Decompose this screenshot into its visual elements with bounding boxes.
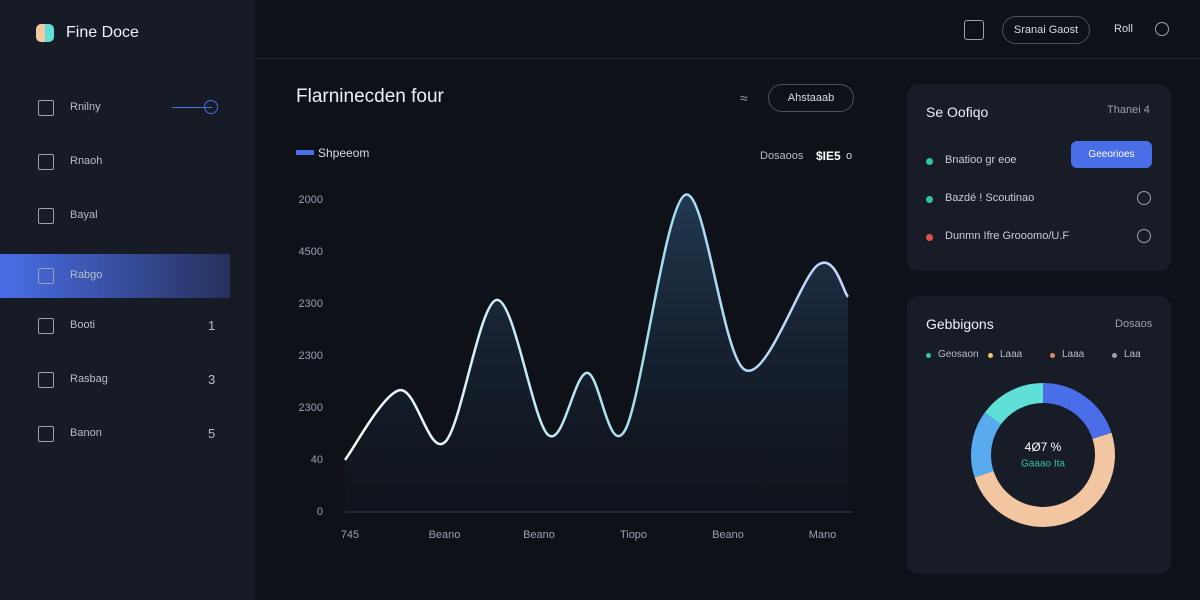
summary-value: $IE5 [816, 149, 841, 163]
sidebar: Fine Doce Rnilny Rnaoh Bayal Rabgo Booti 1 Ras… [0, 0, 255, 600]
nav-item[interactable]: Rnilny [0, 86, 230, 130]
nav-label: Rasbag [70, 373, 108, 385]
legend-dot [1050, 353, 1055, 358]
y-tick-label: 40 [311, 454, 323, 466]
row-label: Bazdé ! Scoutinao [945, 192, 1035, 204]
nav-label: Booti [70, 319, 96, 331]
panel-title: Se Oofiqo [926, 104, 989, 120]
legend-label: Laaa [1000, 349, 1023, 360]
brand: Fine Doce [66, 24, 139, 41]
nav-label: Rnilny [70, 101, 101, 113]
nav-icon [38, 154, 54, 170]
legend-label: Laaa [1062, 349, 1085, 360]
nav-icon [38, 426, 54, 442]
legend-label: Laa [1124, 349, 1141, 360]
legend-label: Shpeeom [318, 146, 370, 160]
x-tick-label: Beano [523, 529, 555, 541]
legend-label: Geosaon [938, 349, 979, 360]
legend-swatch [296, 150, 314, 155]
nav-item[interactable]: Rabgo [0, 254, 230, 298]
nav-label: Banon [70, 427, 102, 439]
x-tick-label: 745 [341, 529, 359, 541]
nav-icon [38, 268, 54, 284]
line [344, 193, 850, 461]
nav-label: Bayal [70, 209, 98, 221]
chart-button[interactable]: Ahstaaab [768, 84, 854, 112]
nav-item[interactable]: Booti 1 [0, 304, 230, 348]
legend-dot [988, 353, 993, 358]
user[interactable]: Roll [1114, 23, 1133, 35]
avatar[interactable] [1155, 22, 1169, 36]
x-tick-label: Tiopo [620, 529, 647, 541]
y-tick-label: 2300 [299, 350, 323, 362]
y-tick-label: 2300 [299, 402, 323, 414]
icon[interactable] [964, 20, 984, 40]
legend-dot [1112, 353, 1117, 358]
nav-icon [38, 318, 54, 334]
row-icon[interactable] [1137, 229, 1151, 243]
legend-dot [926, 353, 931, 358]
line-area [345, 194, 848, 512]
nav-item[interactable]: Rasbag 3 [0, 358, 230, 402]
filter-icon[interactable]: ≈ [740, 90, 748, 106]
panel-aside: Dosaos [1115, 318, 1153, 330]
nav-item[interactable]: Bayal [0, 194, 230, 238]
nav-label: Rabgo [70, 269, 103, 281]
nav-label: Rnaoh [70, 155, 103, 167]
nav-item[interactable]: Rnaoh [0, 140, 230, 184]
row-label: Dunmn Ifre Grooomo/U.F [945, 230, 1070, 242]
status-dot [926, 234, 933, 241]
row-icon[interactable] [1137, 191, 1151, 205]
nav-badge: 5 [208, 426, 216, 441]
nav-icon [38, 372, 54, 388]
x-tick-label: Beano [712, 529, 744, 541]
nav-icon [38, 208, 54, 224]
slider [172, 107, 212, 108]
panel-title: Gebbigons [926, 316, 994, 332]
x-tick-label: Beano [429, 529, 461, 541]
summary-suffix: o [846, 150, 853, 162]
divider [255, 58, 1200, 59]
y-tick-label: 4500 [299, 246, 323, 258]
nav-badge: 3 [208, 372, 216, 387]
panel: Se Oofiqo Thanei 4 Bnatioo gr eoe Geeorio… [907, 84, 1171, 271]
summary-label: Dosaoos [760, 150, 804, 162]
y-tick-label: 2000 [299, 194, 323, 206]
y-tick-label: 0 [317, 506, 323, 518]
panel-aside: Thanei 4 [1107, 104, 1150, 116]
row-button[interactable]: Geeorioes [1071, 141, 1152, 168]
slider-knob[interactable] [204, 100, 218, 114]
header-button[interactable]: Sranai Gaost [1002, 16, 1090, 44]
nav-icon [38, 100, 54, 116]
row-label: Bnatioo gr eoe [945, 154, 1017, 166]
logo [36, 24, 54, 42]
chart-title: Flarninecden four [296, 86, 444, 107]
status-dot [926, 158, 933, 165]
status-dot [926, 196, 933, 203]
nav-item[interactable]: Banon 5 [0, 412, 230, 456]
x-tick-label: Mano [809, 529, 837, 541]
y-tick-label: 2300 [299, 298, 323, 310]
panel: Gebbigons Dosaos Geosaon Laaa Laaa Laa [907, 296, 1171, 574]
nav-badge: 1 [208, 318, 216, 333]
